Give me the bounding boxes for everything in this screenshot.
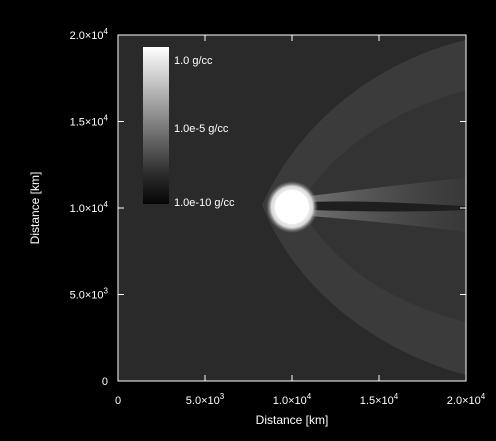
colorbar <box>143 47 169 204</box>
x-tick-label: 2.0×104 <box>447 392 486 407</box>
y-tick-label: 0 <box>102 376 108 388</box>
y-tick-label: 1.5×104 <box>70 114 109 129</box>
x-tick-label: 1.5×104 <box>360 392 399 407</box>
x-axis-ticks: 0 5.0×103 1.0×104 1.5×104 2.0×104 <box>115 35 486 407</box>
x-tick-label: 0 <box>115 395 121 407</box>
colorbar-label-max: 1.0 g/cc <box>174 55 213 67</box>
x-tick-label: 5.0×103 <box>186 392 225 407</box>
planet-body <box>275 190 309 224</box>
y-tick-label: 5.0×103 <box>70 287 109 302</box>
colorbar-label-mid: 1.0e-5 g/cc <box>174 123 229 135</box>
y-tick-label: 2.0×104 <box>70 27 109 42</box>
x-axis-label: Distance [km] <box>256 413 329 427</box>
y-axis-ticks: 0 5.0×103 1.0×104 1.5×104 2.0×104 <box>70 27 466 388</box>
y-axis-label: Distance [km] <box>28 172 42 245</box>
x-tick-label: 1.0×104 <box>273 392 312 407</box>
wake-tail-core <box>310 201 466 212</box>
colorbar-label-min: 1.0e-10 g/cc <box>174 197 235 209</box>
y-tick-label: 1.0×104 <box>70 200 109 215</box>
